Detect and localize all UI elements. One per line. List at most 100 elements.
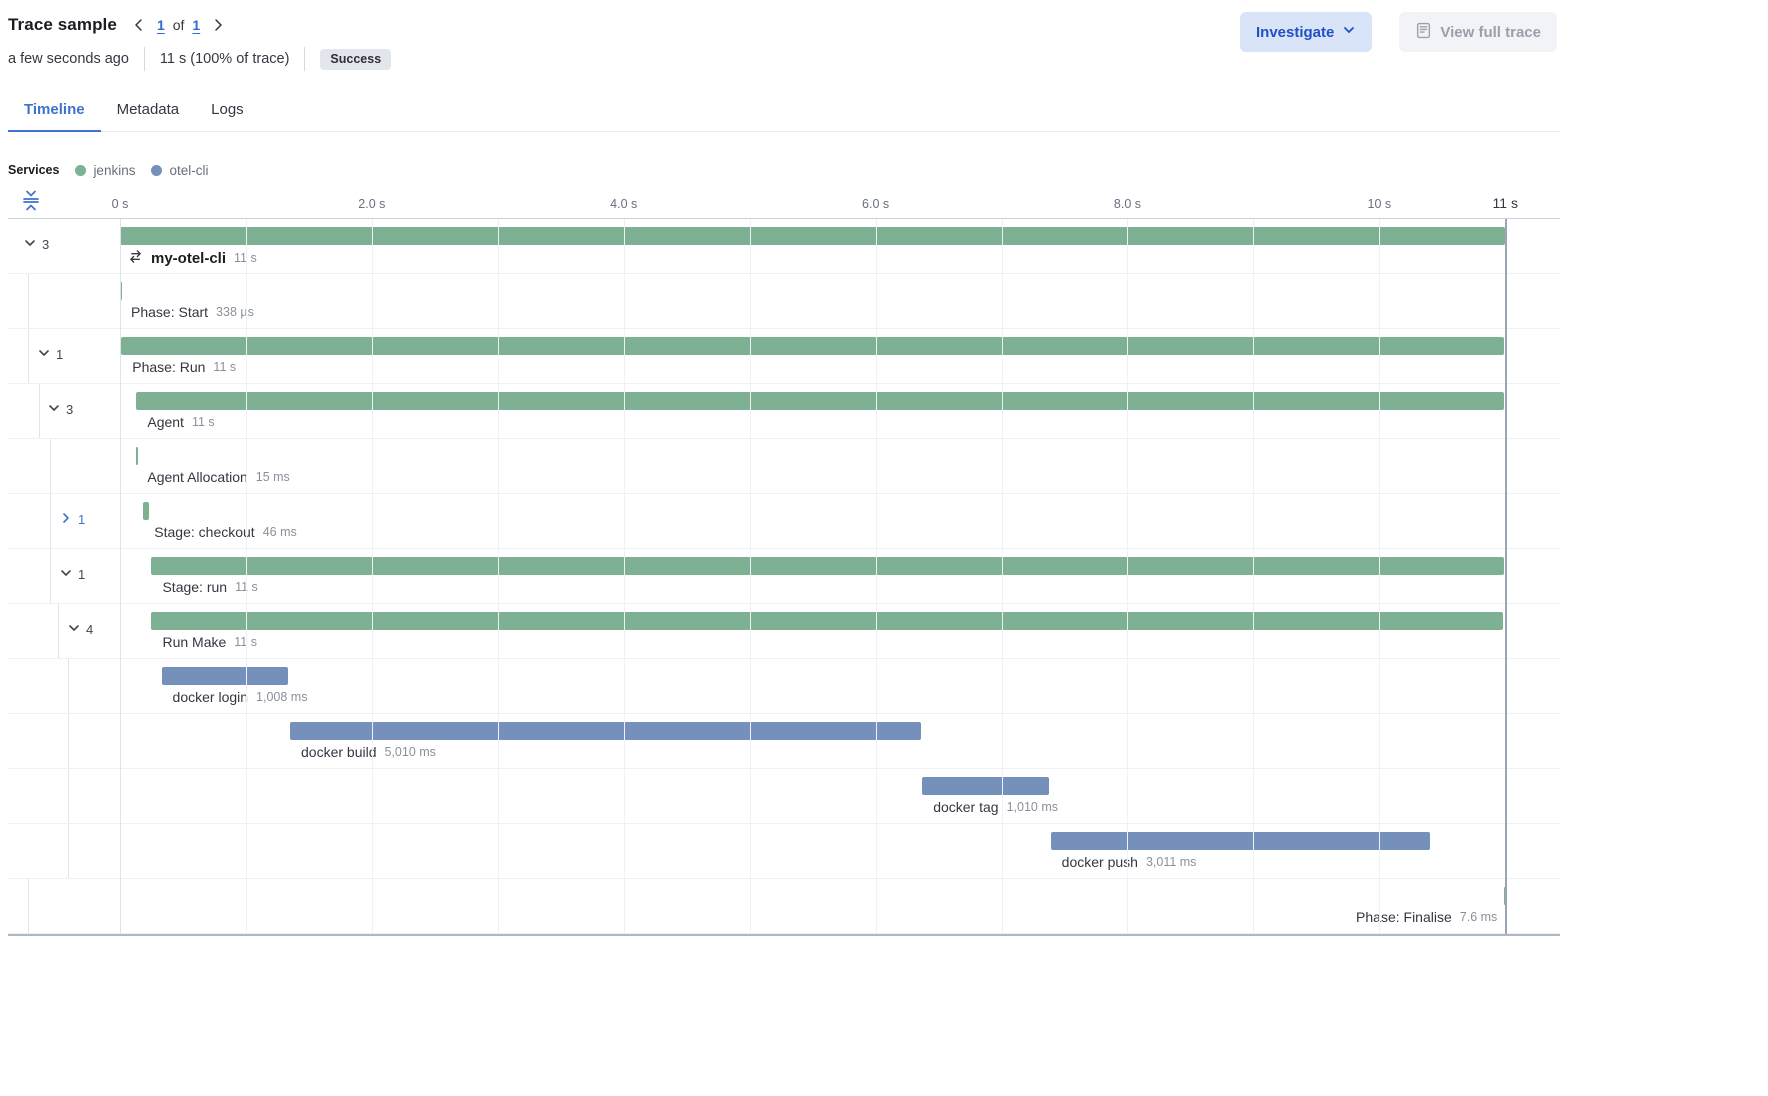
tree-guide-line <box>68 714 69 768</box>
span-bar[interactable] <box>136 447 139 465</box>
span-duration: 1,008 ms <box>256 690 308 704</box>
span-bar[interactable] <box>1050 832 1430 850</box>
span-label[interactable]: Stage: run 11 s <box>162 579 257 595</box>
tree-guide-line <box>68 769 69 823</box>
investigate-button[interactable]: Investigate <box>1240 12 1373 52</box>
waterfall-row: 3 Agent 11 s <box>8 384 1560 439</box>
span-bar[interactable] <box>151 612 1503 630</box>
span-duration: 11 s <box>213 360 237 374</box>
chevron-right-icon <box>210 17 226 33</box>
waterfall-row: 1 Phase: Run 11 s <box>8 329 1560 384</box>
waterfall-row: 1 Stage: checkout 46 ms <box>8 494 1560 549</box>
waterfall-row: 1 Stage: run 11 s <box>8 549 1560 604</box>
child-count: 3 <box>66 402 74 417</box>
sample-total-pages[interactable]: 1 <box>192 17 201 33</box>
span-bar[interactable] <box>151 557 1504 575</box>
row-plot: Run Make 11 s <box>120 604 1560 658</box>
tree-guide-line <box>50 549 51 603</box>
timeline-axis: 0 s 2.0 s 4.0 s 6.0 s 8.0 s 10 s 11 s <box>8 184 1560 218</box>
span-bar[interactable] <box>1504 887 1507 905</box>
waterfall-row: 4 Run Make 11 s <box>8 604 1560 659</box>
span-toggle-button[interactable]: 1 <box>58 565 87 584</box>
span-toggle-button[interactable]: 4 <box>66 620 95 639</box>
span-bar[interactable] <box>136 392 1504 410</box>
axis-ticks: 0 s 2.0 s 4.0 s 6.0 s 8.0 s 10 s 11 s <box>112 184 1560 218</box>
span-toggle-button[interactable]: 1 <box>58 510 87 529</box>
tree-guide-line <box>68 659 69 713</box>
axis-tick: 8.0 s <box>1113 197 1142 211</box>
waterfall-row: Phase: Finalise 7.6 ms <box>8 879 1560 934</box>
row-gutter <box>8 659 120 713</box>
span-name: Phase: Run <box>132 359 206 375</box>
span-label[interactable]: Agent 11 s <box>147 414 214 430</box>
tab-metadata[interactable]: Metadata <box>101 91 196 132</box>
investigate-button-label: Investigate <box>1256 23 1335 41</box>
axis-tick: 0 s <box>111 197 129 211</box>
span-bar[interactable] <box>121 337 1504 355</box>
tab-timeline[interactable]: Timeline <box>8 91 101 132</box>
collapse-all-icon <box>19 190 43 215</box>
span-label[interactable]: docker push 3,011 ms <box>1062 854 1197 870</box>
span-label[interactable]: my-otel-cli 11 s <box>128 249 257 267</box>
tree-guide-line <box>50 439 51 493</box>
view-full-trace-label: View full trace <box>1440 23 1541 41</box>
waterfall-row: docker tag 1,010 ms <box>8 769 1560 824</box>
pagination-of-label: of <box>172 17 185 33</box>
span-duration: 3,011 ms <box>1145 855 1197 869</box>
duration-label: 11 s (100% of trace) <box>159 51 290 67</box>
row-plot: Agent Allocation 15 ms <box>120 439 1560 493</box>
view-full-trace-button[interactable]: View full trace <box>1399 12 1557 52</box>
tree-guide-line <box>28 274 29 328</box>
legend-item-jenkins: jenkins <box>75 163 135 178</box>
span-label[interactable]: Agent Allocation 15 ms <box>147 469 289 485</box>
row-gutter <box>8 714 120 768</box>
span-name: docker tag <box>933 799 999 815</box>
span-toggle-button[interactable]: 1 <box>36 345 65 364</box>
span-label[interactable]: Phase: Finalise 7.6 ms <box>1356 909 1497 925</box>
legend-label-jenkins: jenkins <box>93 162 136 178</box>
span-name: Stage: run <box>162 579 228 595</box>
span-label[interactable]: Phase: Run 11 s <box>132 359 236 375</box>
child-count: 4 <box>86 622 94 637</box>
chevron-right-icon <box>60 512 72 527</box>
span-toggle-button[interactable]: 3 <box>22 235 51 254</box>
waterfall-row: 3 my-otel-cli 11 s <box>8 219 1560 274</box>
span-label[interactable]: docker tag 1,010 ms <box>933 799 1058 815</box>
chevron-left-icon <box>131 17 147 33</box>
span-bar[interactable] <box>161 667 289 685</box>
collapse-all-button[interactable] <box>18 188 44 214</box>
span-label[interactable]: docker login 1,008 ms <box>173 689 308 705</box>
span-duration: 1,010 ms <box>1006 800 1058 814</box>
child-count: 3 <box>42 237 50 252</box>
span-bar[interactable] <box>922 777 1050 795</box>
prev-sample-button[interactable] <box>127 15 151 35</box>
title-row: Trace sample 1 of 1 <box>8 0 1560 34</box>
next-sample-button[interactable] <box>206 15 230 35</box>
row-gutter: 4 <box>8 604 120 658</box>
separator <box>304 47 306 71</box>
tree-guide-line <box>58 604 59 658</box>
tree-guide-line <box>28 879 29 933</box>
row-gutter <box>8 824 120 878</box>
span-bar[interactable] <box>290 722 921 740</box>
span-duration: 5,010 ms <box>384 745 436 759</box>
legend-label-otel-cli: otel-cli <box>169 162 209 178</box>
span-label[interactable]: Run Make 11 s <box>162 634 257 650</box>
tree-guide-line <box>50 494 51 548</box>
span-bar[interactable] <box>120 227 1506 245</box>
row-plot: Phase: Start 338 µs <box>120 274 1560 328</box>
span-bar[interactable] <box>143 502 150 520</box>
span-toggle-button[interactable]: 3 <box>46 400 75 419</box>
row-plot: my-otel-cli 11 s <box>120 219 1560 273</box>
child-count: 1 <box>56 347 64 362</box>
tab-logs[interactable]: Logs <box>195 91 260 132</box>
span-label[interactable]: Phase: Start 338 µs <box>131 304 254 320</box>
row-plot: docker tag 1,010 ms <box>120 769 1560 823</box>
span-bar[interactable] <box>120 282 122 300</box>
chevron-down-icon <box>60 567 72 582</box>
sample-current-page[interactable]: 1 <box>156 17 165 33</box>
span-label[interactable]: docker build 5,010 ms <box>301 744 436 760</box>
span-duration: 7.6 ms <box>1459 910 1498 924</box>
page-title: Trace sample <box>8 15 117 34</box>
span-label[interactable]: Stage: checkout 46 ms <box>154 524 296 540</box>
